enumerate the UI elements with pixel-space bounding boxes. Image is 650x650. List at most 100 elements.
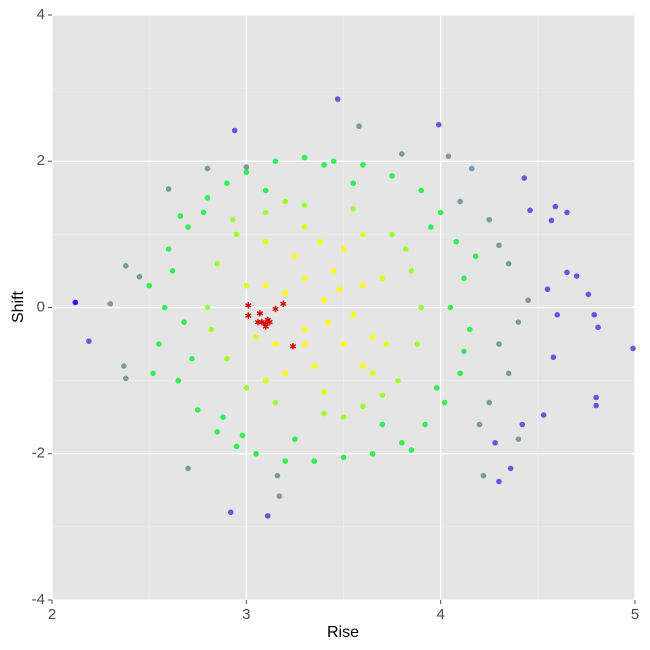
asterisk-point: [289, 343, 297, 350]
point: [480, 472, 487, 479]
point: [389, 173, 395, 179]
point: [330, 268, 337, 274]
point: [204, 304, 211, 311]
point: [515, 436, 522, 442]
asterisk-point: [245, 302, 252, 309]
point: [165, 186, 172, 192]
point: [350, 312, 357, 318]
point: [185, 224, 191, 230]
point: [243, 164, 250, 170]
point: [214, 260, 220, 267]
point: [521, 175, 528, 181]
point: [321, 388, 327, 395]
point: [292, 253, 298, 260]
point: [399, 151, 405, 157]
point: [585, 291, 592, 298]
point: [233, 443, 240, 450]
point: [227, 509, 234, 516]
point: [301, 202, 308, 208]
point: [630, 345, 636, 352]
point: [262, 282, 269, 289]
point: [595, 324, 601, 331]
point: [301, 341, 308, 347]
point: [274, 472, 281, 479]
point: [414, 341, 421, 347]
point: [476, 421, 483, 428]
point: [146, 282, 152, 289]
point: [591, 312, 597, 318]
point: [301, 224, 308, 230]
point: [200, 209, 207, 216]
point: [369, 450, 376, 457]
point: [418, 304, 425, 311]
point: [350, 205, 357, 212]
y-axis-title: Shift: [10, 290, 27, 323]
point: [330, 158, 337, 165]
point: [86, 338, 92, 344]
point: [389, 231, 395, 238]
point: [548, 217, 555, 224]
point: [486, 399, 493, 406]
point: [395, 377, 401, 384]
point: [214, 429, 220, 435]
x-tick-label: 3: [242, 606, 250, 623]
point: [253, 450, 259, 457]
point: [231, 127, 238, 134]
point: [505, 260, 512, 267]
asterisk-point: [245, 312, 252, 319]
point: [301, 275, 308, 282]
point: [189, 355, 195, 362]
point: [527, 207, 533, 214]
y-tick-label: 0: [37, 298, 45, 315]
point: [402, 246, 409, 252]
point: [379, 275, 386, 282]
point: [472, 253, 479, 260]
point: [496, 478, 502, 485]
point: [437, 209, 444, 216]
point: [428, 224, 434, 230]
point: [422, 421, 428, 428]
point: [321, 297, 327, 303]
point: [573, 273, 580, 279]
point: [321, 410, 327, 417]
point: [175, 377, 182, 384]
grid: [51, 14, 636, 601]
point: [461, 275, 467, 282]
point: [243, 169, 250, 176]
point: [467, 326, 473, 333]
point: [107, 301, 114, 307]
marks: [72, 96, 636, 519]
point: [360, 231, 366, 238]
point: [123, 263, 129, 269]
point: [150, 370, 156, 377]
point: [292, 436, 298, 442]
point: [593, 394, 599, 401]
point: [282, 290, 289, 296]
point: [360, 363, 366, 369]
point: [161, 304, 168, 311]
point: [272, 158, 279, 165]
point: [72, 299, 79, 306]
point: [593, 402, 599, 409]
point: [457, 370, 463, 377]
point: [282, 458, 289, 464]
asterisk-point: [272, 305, 279, 313]
point: [264, 513, 271, 519]
asterisk-point: [280, 300, 287, 308]
point: [194, 407, 201, 413]
point: [340, 341, 347, 347]
point: [461, 348, 467, 355]
point: [519, 421, 526, 428]
point: [552, 203, 559, 210]
point: [492, 439, 498, 446]
asterisk-point: [264, 316, 271, 324]
point: [272, 399, 279, 406]
point: [515, 319, 522, 325]
point: [224, 355, 230, 362]
point: [496, 341, 502, 347]
point: [399, 439, 405, 446]
point: [282, 198, 289, 205]
point: [383, 341, 390, 347]
point: [253, 333, 259, 340]
